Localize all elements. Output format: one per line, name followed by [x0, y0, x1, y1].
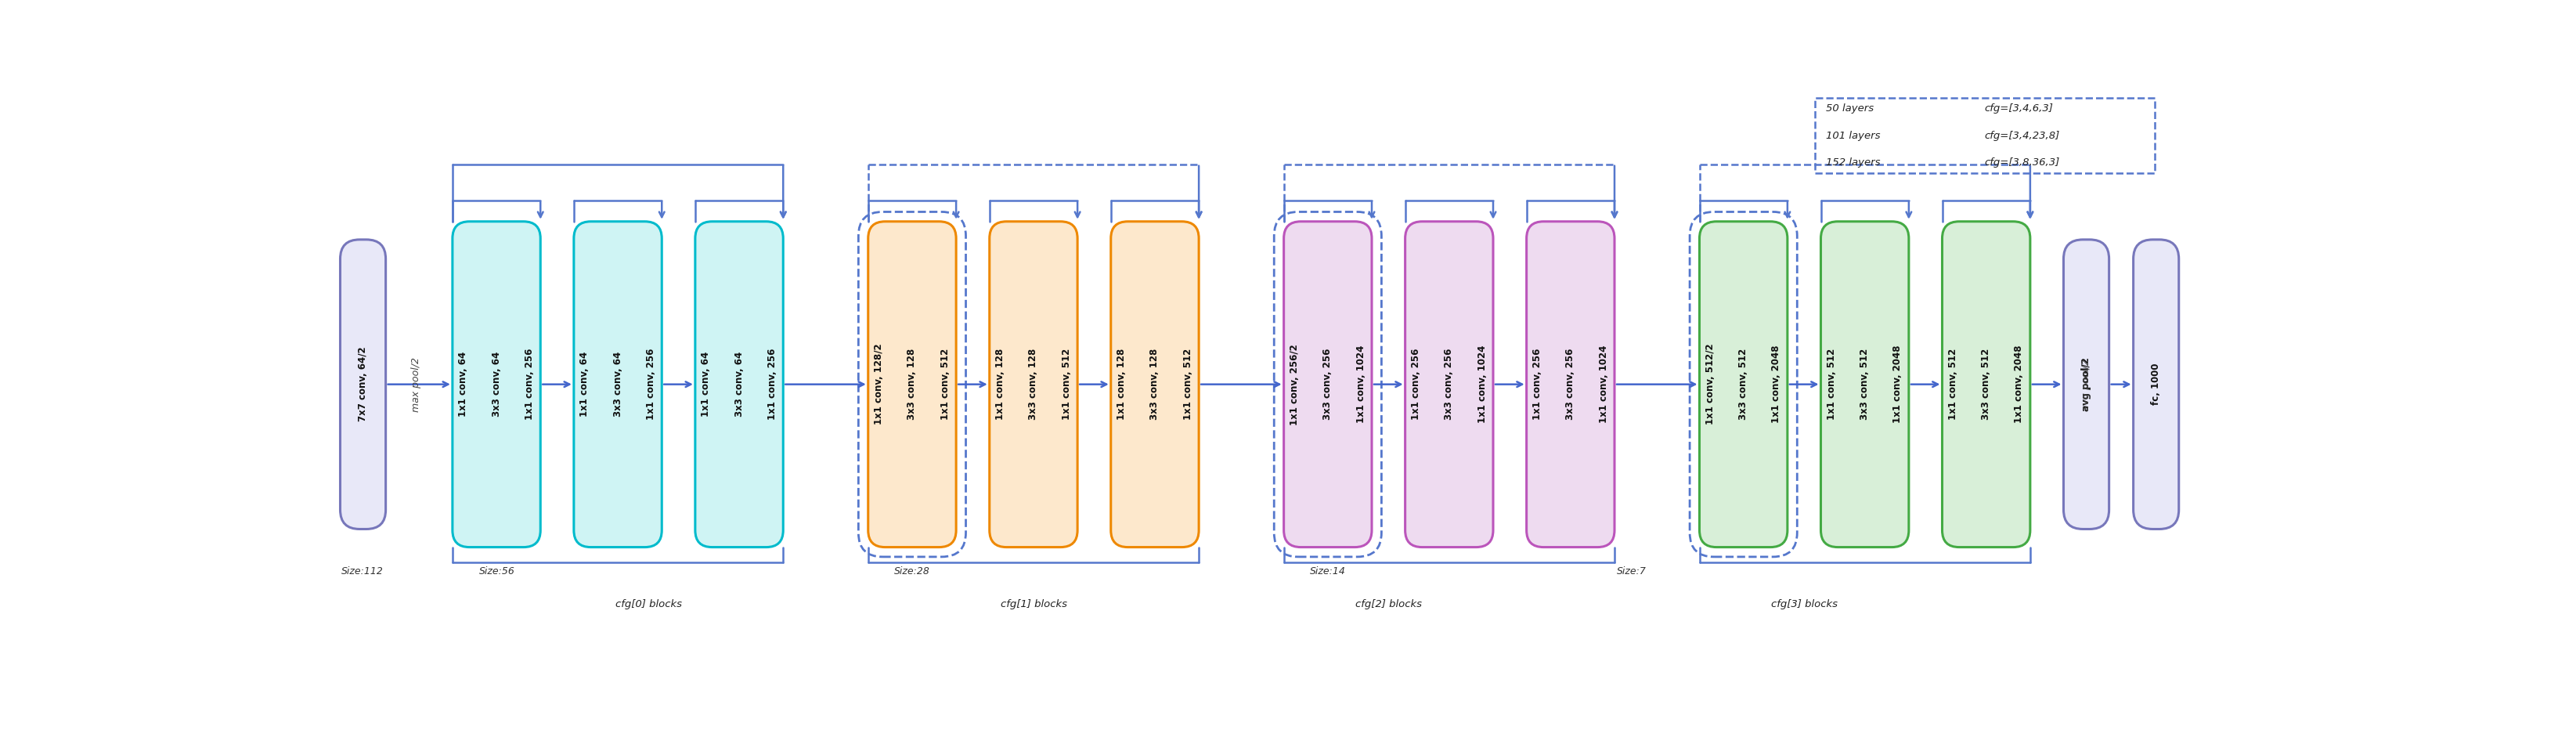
- FancyBboxPatch shape: [1404, 221, 1494, 548]
- FancyBboxPatch shape: [340, 239, 386, 529]
- Text: 1x1 conv, 1024: 1x1 conv, 1024: [1355, 345, 1365, 423]
- Text: 1x1 conv, 2048: 1x1 conv, 2048: [1893, 345, 1904, 423]
- Text: 1x1 conv, 128: 1x1 conv, 128: [994, 349, 1005, 420]
- Text: 1x1 conv, 64: 1x1 conv, 64: [701, 352, 711, 417]
- Text: Size:28: Size:28: [894, 566, 930, 577]
- FancyBboxPatch shape: [868, 221, 956, 548]
- Text: avg pool/2: avg pool/2: [2081, 358, 2092, 411]
- Text: 152 layers: 152 layers: [1826, 158, 1880, 168]
- Text: 1x1 conv, 64: 1x1 conv, 64: [459, 352, 469, 417]
- Text: Size:112: Size:112: [343, 566, 384, 577]
- Text: 3x3 conv, 256: 3x3 conv, 256: [1321, 348, 1332, 420]
- Text: cfg=[3,4,6,3]: cfg=[3,4,6,3]: [1984, 104, 2053, 114]
- Text: 1x1 conv, 512: 1x1 conv, 512: [1182, 349, 1193, 420]
- Text: 1x1 conv, 512: 1x1 conv, 512: [940, 349, 951, 420]
- Text: 1x1 conv, 64: 1x1 conv, 64: [580, 352, 590, 417]
- Text: 1x1 conv, 256: 1x1 conv, 256: [647, 348, 657, 420]
- Text: 1x1 conv, 256: 1x1 conv, 256: [768, 348, 778, 420]
- Text: cfg[2] blocks: cfg[2] blocks: [1355, 599, 1422, 610]
- FancyBboxPatch shape: [696, 221, 783, 548]
- Text: Size:56: Size:56: [479, 566, 515, 577]
- Text: Size:7: Size:7: [1618, 566, 1646, 577]
- Text: cfg=[3,4,23,8]: cfg=[3,4,23,8]: [1984, 131, 2061, 141]
- Text: 3x3 conv, 128: 3x3 conv, 128: [1028, 349, 1038, 420]
- Text: 3x3 conv, 64: 3x3 conv, 64: [492, 352, 502, 417]
- Text: fc, 1000: fc, 1000: [2151, 364, 2161, 405]
- Text: 3x3 conv, 64: 3x3 conv, 64: [613, 352, 623, 417]
- Text: 1x1 conv, 512: 1x1 conv, 512: [1947, 349, 1958, 420]
- Text: 1x1 conv, 2048: 1x1 conv, 2048: [1772, 345, 1783, 423]
- Text: 1x1 conv, 128/2: 1x1 conv, 128/2: [873, 344, 884, 425]
- FancyBboxPatch shape: [989, 221, 1077, 548]
- FancyBboxPatch shape: [1528, 221, 1615, 548]
- Text: 1x1 conv, 2048: 1x1 conv, 2048: [2014, 345, 2025, 423]
- Text: 1x1 conv, 512: 1x1 conv, 512: [1826, 349, 1837, 420]
- Text: avg pool/2: avg pool/2: [2081, 358, 2092, 410]
- Text: max pool/2: max pool/2: [412, 357, 420, 412]
- FancyBboxPatch shape: [453, 221, 541, 548]
- Text: Size:14: Size:14: [1311, 566, 1347, 577]
- Text: 50 layers: 50 layers: [1826, 104, 1873, 114]
- FancyBboxPatch shape: [1821, 221, 1909, 548]
- Text: 3x3 conv, 128: 3x3 conv, 128: [1149, 349, 1159, 420]
- Text: 3x3 conv, 512: 3x3 conv, 512: [1860, 349, 1870, 420]
- Text: cfg[0] blocks: cfg[0] blocks: [616, 599, 683, 610]
- Text: 1x1 conv, 256: 1x1 conv, 256: [1533, 348, 1543, 420]
- Text: 1x1 conv, 1024: 1x1 conv, 1024: [1476, 345, 1486, 423]
- Text: cfg[1] blocks: cfg[1] blocks: [999, 599, 1066, 610]
- FancyBboxPatch shape: [1942, 221, 2030, 548]
- Text: 1x1 conv, 1024: 1x1 conv, 1024: [1600, 345, 1607, 423]
- FancyBboxPatch shape: [2063, 239, 2110, 529]
- Text: cfg[3] blocks: cfg[3] blocks: [1772, 599, 1837, 610]
- Text: 7x7 conv, 64/2: 7x7 conv, 64/2: [358, 347, 368, 422]
- Text: 1x1 conv, 128: 1x1 conv, 128: [1115, 349, 1126, 420]
- FancyBboxPatch shape: [2133, 239, 2179, 529]
- Text: 101 layers: 101 layers: [1826, 131, 1880, 141]
- Text: 3x3 conv, 256: 3x3 conv, 256: [1566, 348, 1577, 420]
- Text: 1x1 conv, 512/2: 1x1 conv, 512/2: [1705, 344, 1716, 425]
- Text: 3x3 conv, 64: 3x3 conv, 64: [734, 352, 744, 417]
- Text: 1x1 conv, 256: 1x1 conv, 256: [1412, 348, 1422, 420]
- FancyBboxPatch shape: [1110, 221, 1198, 548]
- Text: 1x1 conv, 256/2: 1x1 conv, 256/2: [1291, 344, 1301, 425]
- FancyBboxPatch shape: [1700, 221, 1788, 548]
- Text: 1x1 conv, 256: 1x1 conv, 256: [526, 348, 536, 420]
- FancyBboxPatch shape: [1283, 221, 1373, 548]
- Text: 3x3 conv, 512: 3x3 conv, 512: [1739, 349, 1749, 420]
- FancyBboxPatch shape: [574, 221, 662, 548]
- Text: 3x3 conv, 128: 3x3 conv, 128: [907, 349, 917, 420]
- Text: cfg=[3,8,36,3]: cfg=[3,8,36,3]: [1984, 158, 2061, 168]
- Text: 3x3 conv, 256: 3x3 conv, 256: [1445, 348, 1455, 420]
- Text: 1x1 conv, 512: 1x1 conv, 512: [1061, 349, 1072, 420]
- Text: 3x3 conv, 512: 3x3 conv, 512: [1981, 349, 1991, 420]
